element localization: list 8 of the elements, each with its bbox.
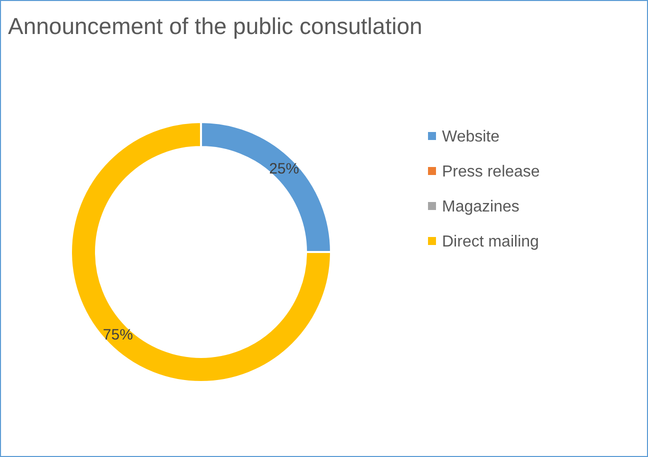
chart-title: Announcement of the public consutlation <box>8 13 422 39</box>
legend-label: Website <box>442 128 500 146</box>
legend-label: Direct mailing <box>442 234 539 250</box>
data-label: 75% <box>102 326 133 344</box>
data-label: 25% <box>269 160 300 178</box>
legend-label: Magazines <box>442 198 520 216</box>
donut-slice <box>70 121 332 383</box>
legend-label: Press release <box>442 164 540 180</box>
